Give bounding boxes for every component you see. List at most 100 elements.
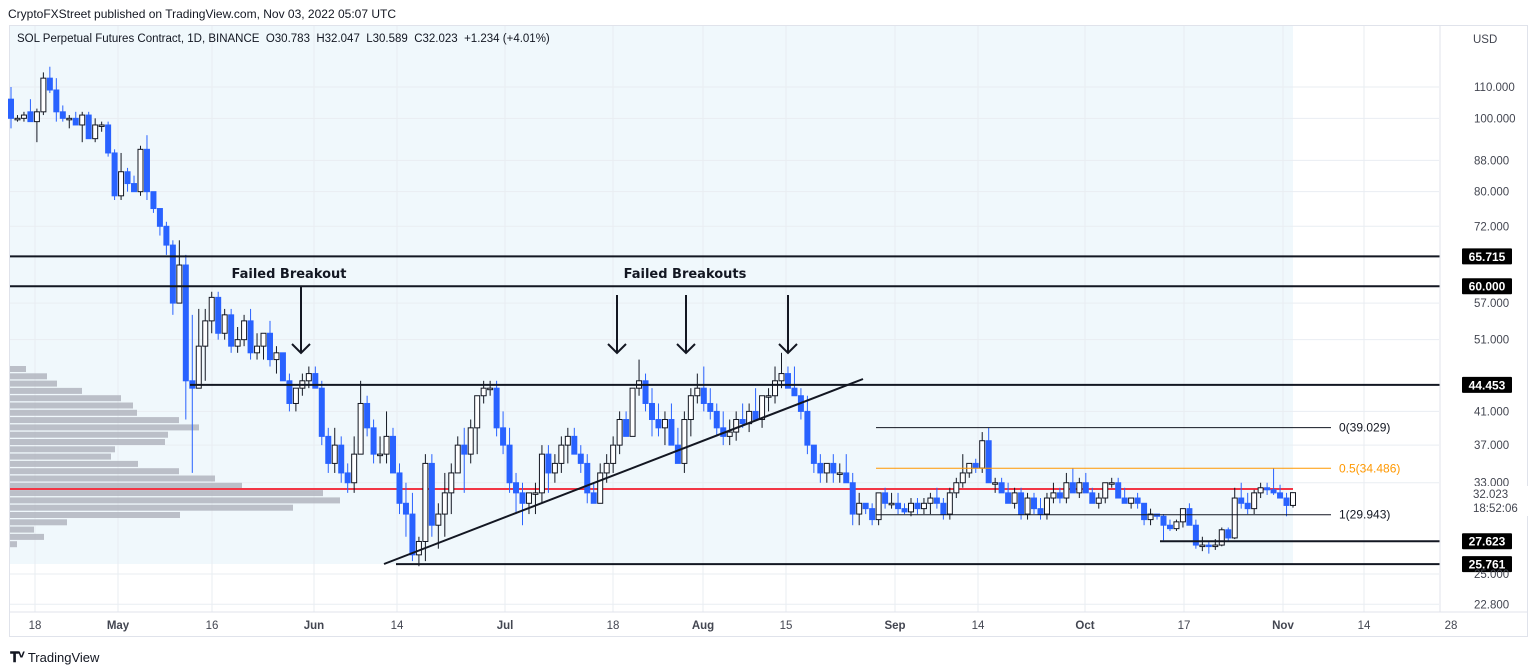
candle-down: [577, 453, 584, 464]
candle-down: [8, 98, 14, 119]
candle-up: [953, 482, 960, 494]
candle-down: [830, 462, 837, 474]
candle-up: [551, 462, 558, 474]
candle-down: [169, 244, 176, 304]
arrow-head-icon: [291, 343, 311, 355]
price-level-label: 27.623: [1469, 535, 1506, 549]
candle-up: [629, 387, 636, 437]
candle-up: [778, 373, 785, 382]
volume-profile-bar: [10, 468, 179, 475]
price-tick-label: 100.000: [1474, 113, 1516, 125]
arrow-head-icon: [778, 343, 798, 355]
candle-down: [882, 492, 889, 504]
candle-down: [901, 508, 908, 513]
candle-down: [933, 497, 940, 504]
candle-down: [713, 410, 720, 429]
candle-down: [623, 419, 630, 437]
time-tick-label: 17: [1178, 620, 1191, 632]
candle-down: [843, 472, 850, 484]
candle-up: [610, 444, 617, 464]
price-tick-label: 41.000: [1474, 406, 1509, 418]
candle-up: [1050, 492, 1057, 499]
candle-up: [1231, 497, 1238, 539]
candle-up: [836, 472, 843, 475]
candle-down: [1283, 497, 1290, 506]
chart-frame: [9, 25, 1528, 637]
candle-down: [131, 183, 138, 193]
candle-up: [1199, 544, 1206, 548]
candle-down: [817, 462, 824, 474]
candle-down: [182, 264, 189, 382]
candle-down: [571, 435, 578, 455]
candle-down: [163, 225, 170, 246]
candle-up: [733, 419, 740, 433]
legend-open: O30.783: [265, 33, 310, 45]
candle-up: [959, 472, 966, 484]
volume-profile-bar: [10, 402, 133, 409]
candle-down: [279, 352, 286, 382]
candle-up: [1179, 508, 1186, 523]
candle-down: [325, 435, 332, 464]
volume-profile-bar: [10, 424, 199, 431]
symbol-name: SOL Perpetual Futures Contract, 1D, BINA…: [17, 33, 260, 45]
candle-up: [474, 395, 481, 429]
candle-up: [597, 472, 604, 504]
candle-up: [694, 387, 701, 397]
price-level-label: 60.000: [1469, 280, 1506, 294]
price-tick-label: 72.000: [1474, 221, 1509, 233]
volume-profile-bar: [10, 373, 47, 380]
candles: [8, 66, 1296, 567]
volume-profile: [10, 366, 340, 548]
candle-down: [642, 380, 649, 404]
candle-down: [286, 380, 293, 404]
candle-down: [1018, 492, 1025, 515]
volume-profile-bar: [10, 446, 115, 453]
candle-up: [525, 492, 532, 504]
candle-down: [1264, 487, 1271, 491]
candle-down: [1056, 492, 1063, 499]
candle-down: [1037, 508, 1044, 515]
time-tick-label: 14: [391, 620, 404, 632]
annotation-text: Failed Breakout: [231, 267, 346, 282]
candle-down: [428, 462, 435, 526]
candle-down: [1205, 544, 1212, 548]
candle-up: [195, 345, 202, 389]
price-level-badge: [1462, 556, 1512, 573]
candle-down: [506, 444, 513, 484]
candle-down: [849, 482, 856, 515]
ascending-trendline[interactable]: [383, 378, 864, 565]
volume-profile-bar: [10, 482, 242, 489]
tradingview-logo[interactable]: 𝐓ⱽ TradingView: [10, 649, 99, 666]
candle-down: [545, 453, 552, 474]
candle-up: [564, 435, 571, 446]
fib-level-label: 1(29.943): [1339, 508, 1390, 522]
time-tick-label: Oct: [1075, 620, 1094, 632]
volume-profile-bar: [10, 409, 137, 416]
candle-down: [364, 402, 371, 429]
candle-up: [1173, 521, 1180, 530]
candle-up: [20, 114, 27, 119]
volume-profile-bar: [10, 541, 17, 548]
tradingview-brand: TradingView: [27, 650, 100, 665]
candle-up: [920, 502, 927, 510]
candle-down: [584, 462, 591, 494]
candle-down: [143, 148, 150, 193]
candle-up: [856, 502, 863, 515]
candle-down: [312, 373, 319, 389]
price-tick-label: 57.000: [1474, 298, 1509, 310]
candle-up: [603, 462, 610, 474]
candle-down: [862, 502, 869, 510]
candle-down: [1277, 492, 1284, 499]
candle-down: [85, 114, 92, 140]
candle-down: [59, 111, 66, 119]
candle-up: [979, 440, 986, 469]
candle-up: [221, 314, 228, 334]
candle-up: [454, 444, 461, 474]
volume-profile-bar: [10, 490, 323, 497]
candle-down: [461, 444, 468, 455]
price-tick-label: 88.000: [1474, 155, 1509, 167]
candle-down: [53, 89, 60, 113]
candle-up: [208, 296, 215, 322]
candle-up: [202, 320, 209, 347]
